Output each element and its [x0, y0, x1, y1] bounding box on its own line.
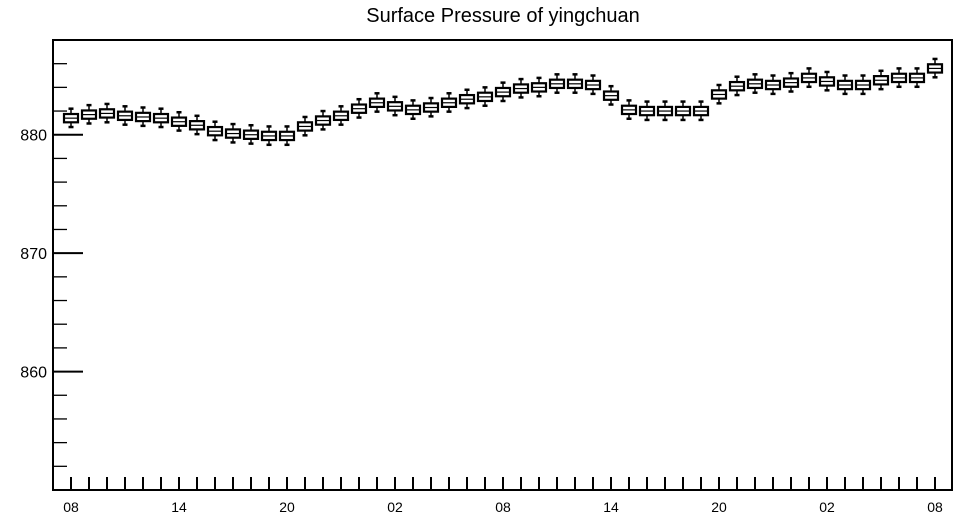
- box-45: [872, 69, 890, 91]
- box-36: [710, 83, 728, 105]
- box-20: [422, 96, 440, 118]
- box-8: [206, 120, 224, 142]
- box-19: [404, 99, 422, 120]
- box-7: [188, 114, 206, 136]
- box-40: [782, 71, 800, 93]
- box-29: [584, 74, 602, 96]
- box-14: [314, 109, 332, 131]
- x-tick-label: 08: [495, 499, 511, 515]
- y-tick-label: 870: [20, 246, 47, 263]
- box-0: [62, 107, 80, 129]
- chart-title: Surface Pressure of yingchuan: [366, 5, 640, 27]
- box-32: [638, 100, 656, 122]
- x-tick-label: 08: [63, 499, 79, 515]
- box-6: [170, 110, 188, 132]
- box-23: [476, 86, 494, 107]
- y-tick-label: 860: [20, 365, 47, 382]
- plot-frame: [52, 39, 953, 491]
- x-tick-label: 14: [171, 499, 187, 515]
- box-37: [728, 75, 746, 97]
- box-4: [134, 106, 152, 128]
- box-41: [800, 67, 818, 89]
- box-43: [836, 74, 854, 96]
- box-30: [602, 84, 620, 106]
- x-tick-label: 02: [819, 499, 835, 515]
- box-12: [278, 125, 296, 147]
- y-axis: 860 870 880: [20, 63, 83, 467]
- box-5: [152, 107, 170, 129]
- x-tick-label: 20: [711, 499, 727, 515]
- box-10: [242, 124, 260, 145]
- box-15: [332, 105, 350, 126]
- box-48: [926, 57, 944, 79]
- box-44: [854, 74, 872, 96]
- box-25: [512, 77, 530, 99]
- box-11: [260, 125, 278, 147]
- box-33: [656, 100, 674, 122]
- x-tick-label: 20: [279, 499, 295, 515]
- box-38: [746, 73, 764, 94]
- x-tick-label: 02: [387, 499, 403, 515]
- box-17: [368, 92, 386, 113]
- box-22: [458, 88, 476, 110]
- x-axis: 08 14 20 02 08 14 20 02 08: [63, 477, 943, 515]
- box-47: [908, 67, 926, 89]
- box-26: [530, 76, 548, 98]
- x-tick-label: 08: [927, 499, 943, 515]
- box-39: [764, 74, 782, 96]
- box-46: [890, 67, 908, 89]
- box-27: [548, 73, 566, 94]
- box-21: [440, 92, 458, 113]
- box-42: [818, 70, 836, 92]
- box-9: [224, 122, 242, 144]
- x-tick-label: 14: [603, 499, 619, 515]
- box-13: [296, 115, 314, 137]
- box-3: [116, 105, 134, 126]
- box-28: [566, 73, 584, 94]
- y-tick-label: 880: [20, 128, 47, 145]
- box-1: [80, 103, 98, 125]
- box-35: [692, 100, 710, 122]
- box-series: [62, 57, 944, 147]
- box-18: [386, 95, 404, 117]
- box-34: [674, 100, 692, 122]
- box-2: [98, 102, 116, 124]
- box-31: [620, 99, 638, 120]
- box-24: [494, 81, 512, 103]
- box-16: [350, 97, 368, 119]
